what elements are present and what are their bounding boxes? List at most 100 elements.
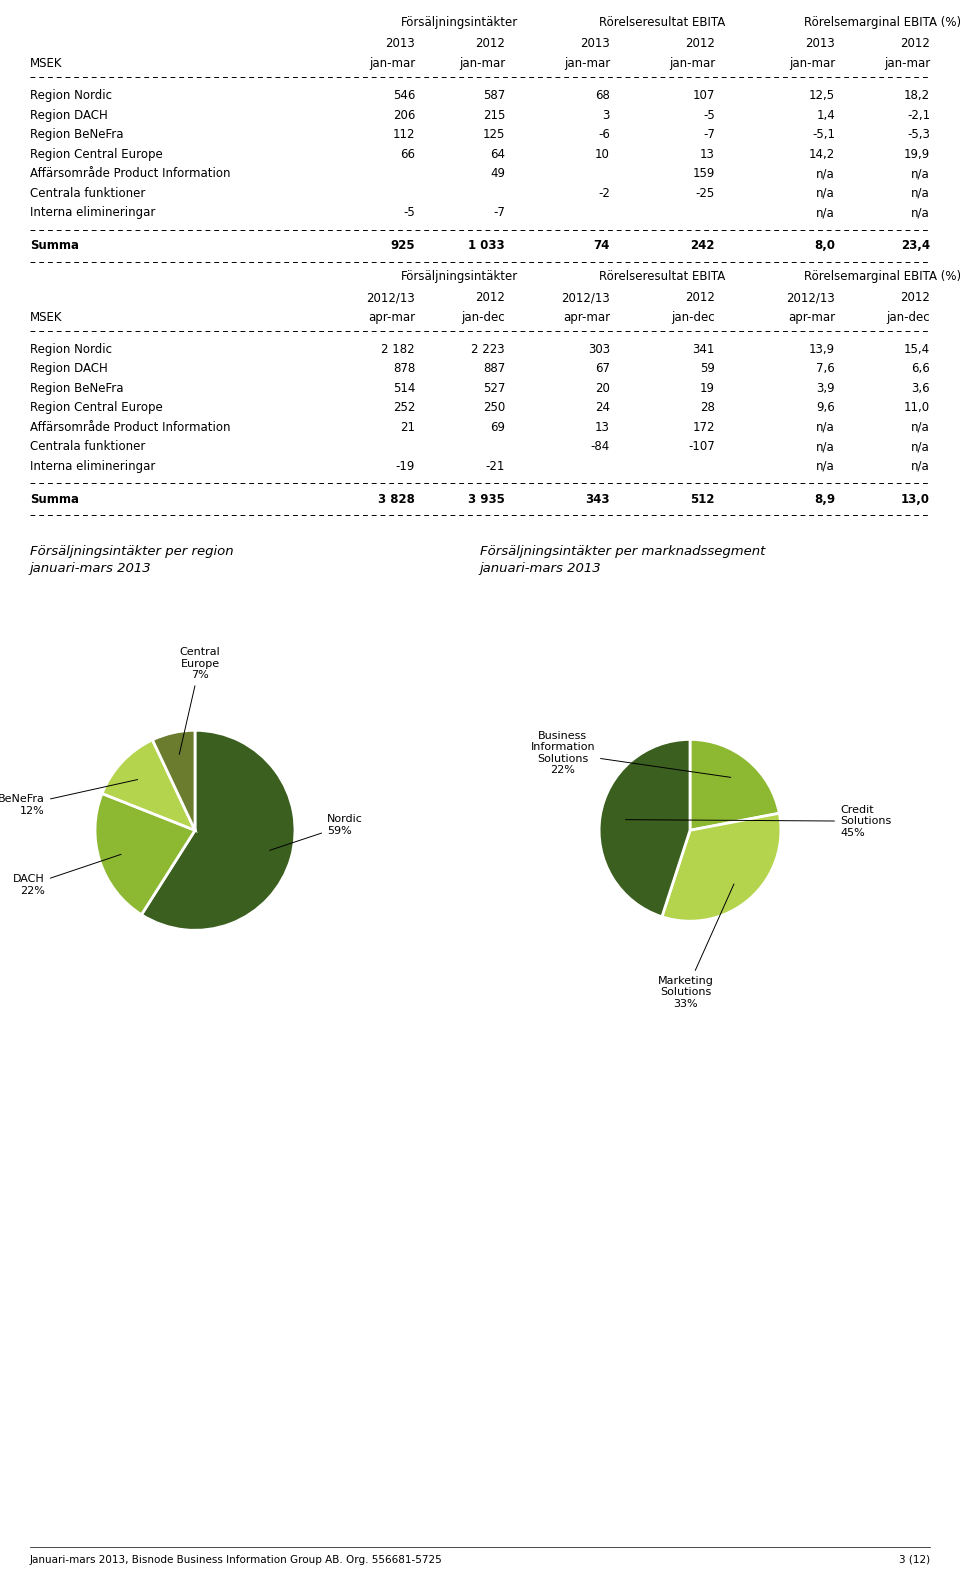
Text: MSEK: MSEK [30,311,62,323]
Text: 10: 10 [595,148,610,161]
Text: 66: 66 [400,148,415,161]
Text: 925: 925 [391,240,415,252]
Wedge shape [153,730,195,831]
Text: Rörelseresultat EBITA: Rörelseresultat EBITA [599,270,726,282]
Text: 3,6: 3,6 [911,382,930,394]
Text: Interna elimineringar: Interna elimineringar [30,460,156,473]
Text: 343: 343 [586,494,610,506]
Text: 9,6: 9,6 [816,401,835,415]
Text: jan-dec: jan-dec [886,311,930,323]
Text: Rörelsemarginal EBITA (%): Rörelsemarginal EBITA (%) [804,16,960,28]
Text: 2012/13: 2012/13 [562,292,610,304]
Text: jan-mar: jan-mar [459,57,505,69]
Text: januari-mars 2013: januari-mars 2013 [480,563,602,576]
Text: 67: 67 [595,363,610,375]
Text: 2012: 2012 [475,38,505,50]
Text: 68: 68 [595,90,610,103]
Wedge shape [141,730,295,930]
Text: 8,9: 8,9 [814,494,835,506]
Text: MSEK: MSEK [30,57,62,69]
Text: Januari-mars 2013, Bisnode Business Information Group AB. Org. 556681-5725: Januari-mars 2013, Bisnode Business Info… [30,1555,443,1564]
Text: Rörelseresultat EBITA: Rörelseresultat EBITA [599,16,726,28]
Text: n/a: n/a [911,186,930,200]
Text: 12,5: 12,5 [809,90,835,103]
Text: 13: 13 [700,148,715,161]
Text: jan-mar: jan-mar [884,57,930,69]
Text: 107: 107 [692,90,715,103]
Text: n/a: n/a [816,440,835,453]
Text: Summa: Summa [30,494,79,506]
Text: 13,9: 13,9 [809,342,835,356]
Text: 527: 527 [483,382,505,394]
Text: 8,0: 8,0 [814,240,835,252]
Text: 878: 878 [393,363,415,375]
Text: 74: 74 [593,240,610,252]
Text: 18,2: 18,2 [904,90,930,103]
Text: -84: -84 [590,440,610,453]
Text: 514: 514 [393,382,415,394]
Text: -25: -25 [696,186,715,200]
Text: 303: 303 [588,342,610,356]
Text: 546: 546 [393,90,415,103]
Text: 20: 20 [595,382,610,394]
Text: BeNeFra
12%: BeNeFra 12% [0,779,137,817]
Text: Rörelsemarginal EBITA (%): Rörelsemarginal EBITA (%) [804,270,960,282]
Text: 2 223: 2 223 [471,342,505,356]
Wedge shape [690,740,780,831]
Text: 59: 59 [700,363,715,375]
Wedge shape [661,814,780,921]
Text: 159: 159 [692,167,715,180]
Text: 3,9: 3,9 [816,382,835,394]
Text: 2012/13: 2012/13 [367,292,415,304]
Text: 24: 24 [595,401,610,415]
Text: 21: 21 [400,421,415,434]
Text: apr-mar: apr-mar [563,311,610,323]
Text: 7,6: 7,6 [816,363,835,375]
Text: Summa: Summa [30,240,79,252]
Text: 2013: 2013 [385,38,415,50]
Text: n/a: n/a [911,421,930,434]
Text: 587: 587 [483,90,505,103]
Text: n/a: n/a [911,207,930,219]
Text: 3 935: 3 935 [468,494,505,506]
Text: n/a: n/a [911,167,930,180]
Text: 6,6: 6,6 [911,363,930,375]
Text: Centrala funktioner: Centrala funktioner [30,186,145,200]
Text: 14,2: 14,2 [808,148,835,161]
Text: Central
Europe
7%: Central Europe 7% [180,647,221,754]
Text: 19,9: 19,9 [903,148,930,161]
Text: jan-dec: jan-dec [671,311,715,323]
Text: 2012: 2012 [475,292,505,304]
Text: 13: 13 [595,421,610,434]
Text: n/a: n/a [816,167,835,180]
Text: 172: 172 [692,421,715,434]
Text: 125: 125 [483,128,505,140]
Text: 2013: 2013 [580,38,610,50]
Text: -21: -21 [486,460,505,473]
Text: 252: 252 [393,401,415,415]
Text: 15,4: 15,4 [904,342,930,356]
Wedge shape [599,740,690,916]
Text: 3 (12): 3 (12) [899,1555,930,1564]
Text: 242: 242 [690,240,715,252]
Text: -2,1: -2,1 [907,109,930,121]
Text: jan-mar: jan-mar [564,57,610,69]
Text: 2012/13: 2012/13 [786,292,835,304]
Text: 2013: 2013 [805,38,835,50]
Text: n/a: n/a [816,207,835,219]
Text: Region Central Europe: Region Central Europe [30,401,163,415]
Text: -5: -5 [704,109,715,121]
Text: n/a: n/a [816,460,835,473]
Text: -2: -2 [598,186,610,200]
Text: Försäljningsintäkter: Försäljningsintäkter [401,270,518,282]
Text: Credit
Solutions
45%: Credit Solutions 45% [625,804,891,837]
Text: 512: 512 [690,494,715,506]
Text: jan-mar: jan-mar [669,57,715,69]
Text: DACH
22%: DACH 22% [13,855,121,896]
Text: 1,4: 1,4 [816,109,835,121]
Text: 3: 3 [603,109,610,121]
Wedge shape [102,740,195,831]
Text: 69: 69 [490,421,505,434]
Text: 64: 64 [490,148,505,161]
Text: Affärsområde Product Information: Affärsområde Product Information [30,421,230,434]
